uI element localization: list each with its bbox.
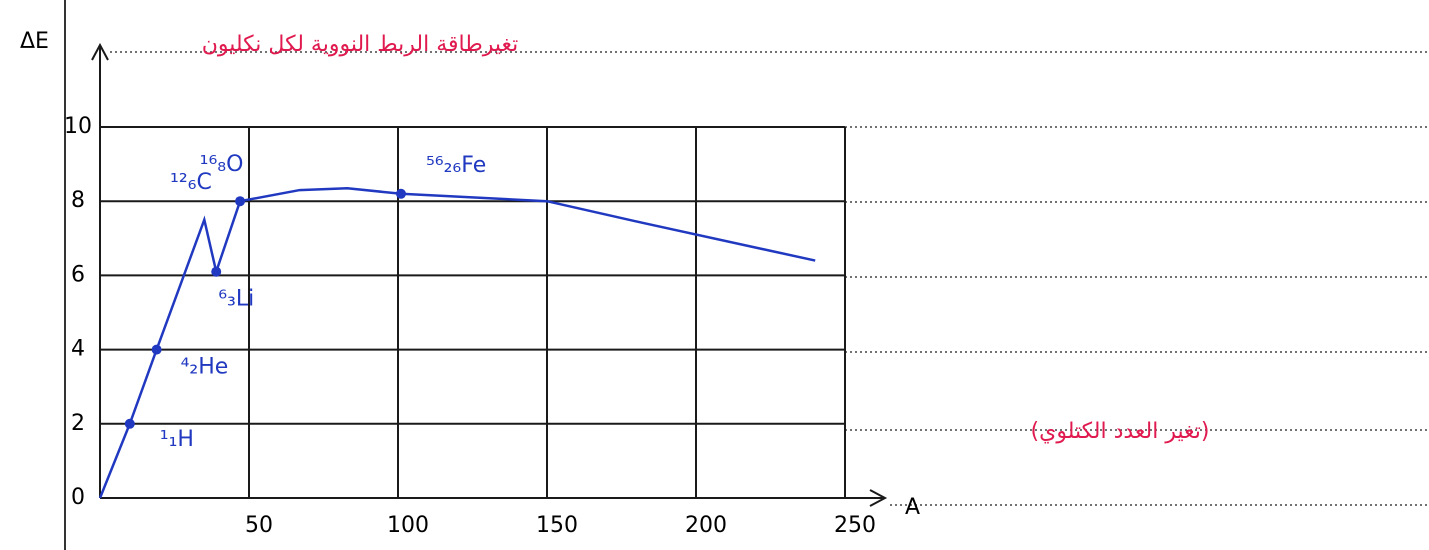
- point-label: ⁵⁶₂₆Fe: [426, 153, 486, 178]
- point-label: ¹⁶₈O: [200, 152, 244, 177]
- chart: ΔE A تغيرطاقة الربط النووية لكل نكليون (…: [0, 0, 1429, 550]
- point-label: ¹₁H: [160, 427, 194, 452]
- y-tick-label: 6: [71, 262, 85, 287]
- x-tick-label: 250: [834, 513, 876, 538]
- y-tick-label: 2: [71, 411, 85, 436]
- x-tick-label: 150: [536, 513, 578, 538]
- point-marker: [152, 345, 162, 355]
- chart-title: تغيرطاقة الربط النووية لكل نكليون: [202, 32, 519, 57]
- point-label: ⁶₃Li: [218, 287, 254, 312]
- point-marker: [211, 267, 221, 277]
- y-axis-label: ΔE: [20, 29, 49, 54]
- x-tick-label: 50: [245, 513, 273, 538]
- point-label: ⁴₂He: [181, 355, 229, 380]
- y-tick-label: 8: [71, 188, 85, 213]
- x-note: (تغير العدد الكتلوي): [1031, 419, 1210, 444]
- ruled-paper: [110, 52, 1429, 505]
- y-tick-label: 4: [71, 337, 85, 362]
- point-marker: [396, 189, 406, 199]
- y-tick-label: 0: [71, 485, 85, 510]
- x-axis-label: A: [905, 495, 920, 520]
- point-marker: [235, 196, 245, 206]
- x-tick-label: 100: [387, 513, 429, 538]
- point-marker: [125, 419, 135, 429]
- y-tick-label: 10: [64, 114, 92, 139]
- x-tick-label: 200: [685, 513, 727, 538]
- data-line: [100, 188, 815, 498]
